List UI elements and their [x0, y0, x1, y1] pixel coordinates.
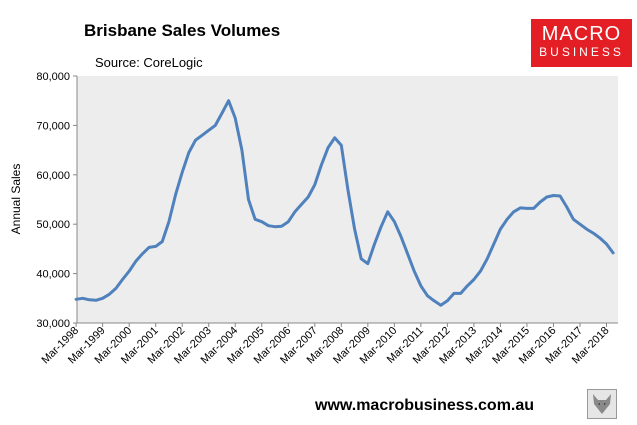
y-tick-label: 30,000	[36, 318, 70, 330]
x-axis-ticks: Mar-1998Mar-1999Mar-2000Mar-2001Mar-2002…	[39, 323, 612, 366]
footer-url: www.macrobusiness.com.au	[315, 397, 535, 414]
chart-source: Source: CoreLogic	[95, 55, 203, 70]
series-line-annual-sales	[74, 99, 615, 307]
chart-title: Brisbane Sales Volumes	[84, 21, 281, 40]
y-tick-label: 50,000	[36, 219, 70, 231]
macrobusiness-logo: MACRO BUSINESS	[531, 19, 632, 67]
y-tick-label: 60,000	[36, 170, 70, 182]
y-axis-ticks: 30,000 40,000 50,000 60,000 70,000 80,000	[36, 71, 77, 330]
logo-line-2: BUSINESS	[539, 45, 624, 59]
plot-area	[77, 76, 618, 323]
y-tick-label: 40,000	[36, 269, 70, 281]
logo-line-1: MACRO	[541, 23, 622, 45]
y-axis-label: Annual Sales	[9, 164, 23, 235]
wolf-icon-graphic	[593, 394, 611, 414]
y-tick-label: 80,000	[36, 71, 70, 83]
y-tick-label: 70,000	[36, 120, 70, 132]
wolf-icon	[587, 389, 617, 419]
